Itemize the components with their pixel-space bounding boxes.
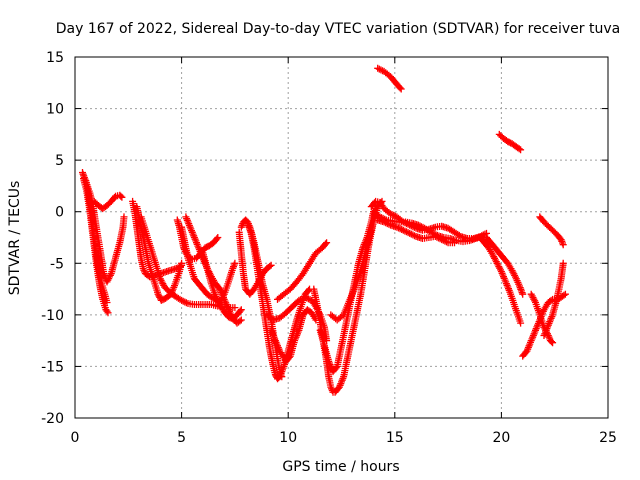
data-point	[297, 296, 304, 304]
data-point	[404, 229, 412, 237]
data-point	[396, 84, 404, 92]
data-point	[332, 364, 340, 372]
data-point	[213, 235, 221, 243]
x-axis-label: GPS time / hours	[282, 459, 399, 475]
data-point	[117, 192, 125, 200]
y-tick-label: 5	[55, 153, 64, 169]
x-tick-label: 5	[177, 430, 186, 446]
data-point	[549, 339, 557, 347]
data-point	[322, 240, 329, 248]
data-point	[417, 223, 425, 231]
data-point	[323, 239, 331, 247]
data-point	[236, 307, 244, 315]
data-point	[155, 292, 163, 300]
y-tick-label: -15	[41, 359, 64, 375]
data-point	[266, 262, 274, 270]
x-tick-label: 10	[279, 430, 297, 446]
data-point	[181, 298, 189, 306]
y-tick-label: 15	[46, 50, 64, 66]
grid	[75, 57, 608, 418]
data-point	[548, 338, 555, 346]
data-point	[559, 259, 567, 267]
data-point	[387, 210, 394, 218]
data-point	[285, 353, 293, 361]
data-point	[120, 213, 128, 221]
data-point	[559, 241, 567, 249]
y-tick-label: -20	[41, 411, 64, 427]
data-point	[407, 230, 415, 238]
data-point	[376, 213, 384, 221]
data-point	[305, 295, 312, 303]
y-tick-label: 0	[55, 205, 64, 221]
data-point	[231, 304, 239, 312]
data-point	[399, 226, 407, 234]
data-point	[118, 193, 126, 201]
data-point	[379, 214, 387, 222]
data-point	[298, 295, 306, 303]
data-point	[409, 231, 417, 239]
y-axis-label: SDTVAR / TECUs	[7, 181, 23, 296]
data-point	[517, 146, 525, 154]
data-point	[182, 299, 190, 307]
plot-frame	[74, 56, 609, 419]
data-point	[375, 65, 383, 73]
data-point	[406, 229, 414, 237]
data-point	[214, 234, 222, 241]
data-point	[236, 317, 244, 325]
data-point	[178, 259, 186, 267]
data-point	[301, 293, 309, 301]
data-point	[416, 222, 424, 230]
data-points	[79, 64, 569, 396]
data-point	[430, 230, 438, 238]
data-point	[547, 296, 555, 304]
data-point	[396, 225, 404, 233]
data-point	[411, 232, 418, 240]
data-point	[154, 290, 162, 298]
y-tick-label: 10	[46, 102, 64, 118]
data-point	[427, 228, 435, 236]
data-point	[237, 316, 245, 324]
data-point	[414, 221, 422, 229]
data-point	[378, 214, 385, 222]
data-point	[561, 290, 569, 298]
data-point	[388, 211, 396, 219]
data-point	[231, 259, 239, 267]
x-tick-label: 25	[599, 430, 617, 446]
data-point	[178, 296, 186, 304]
data-point	[519, 290, 527, 298]
data-point	[390, 211, 398, 219]
y-tick-label: -10	[41, 308, 64, 324]
data-point	[395, 224, 402, 232]
data-point	[295, 296, 303, 304]
data-point	[401, 227, 409, 235]
x-tick-label: 15	[386, 430, 404, 446]
data-point	[179, 297, 187, 305]
chart-title: Day 167 of 2022, Sidereal Day-to-day VTE…	[56, 21, 620, 37]
data-point	[403, 228, 410, 236]
data-point	[398, 226, 406, 233]
x-tick-label: 0	[71, 430, 80, 446]
data-point	[104, 309, 112, 317]
data-point	[305, 286, 312, 294]
data-point	[303, 294, 311, 302]
data-point	[374, 64, 382, 72]
data-point	[515, 145, 523, 153]
data-point	[377, 66, 385, 74]
data-point	[432, 231, 440, 239]
x-tick-label: 20	[492, 430, 510, 446]
data-point	[381, 215, 389, 223]
y-tick-label: -5	[50, 256, 64, 272]
data-point	[397, 85, 405, 93]
data-point	[497, 266, 504, 274]
data-point	[100, 271, 108, 279]
data-point	[516, 282, 523, 290]
data-point	[103, 307, 111, 315]
data-point	[560, 291, 568, 299]
data-point	[237, 306, 245, 314]
data-point	[429, 229, 437, 237]
data-point	[267, 261, 275, 269]
data-point	[517, 319, 525, 327]
